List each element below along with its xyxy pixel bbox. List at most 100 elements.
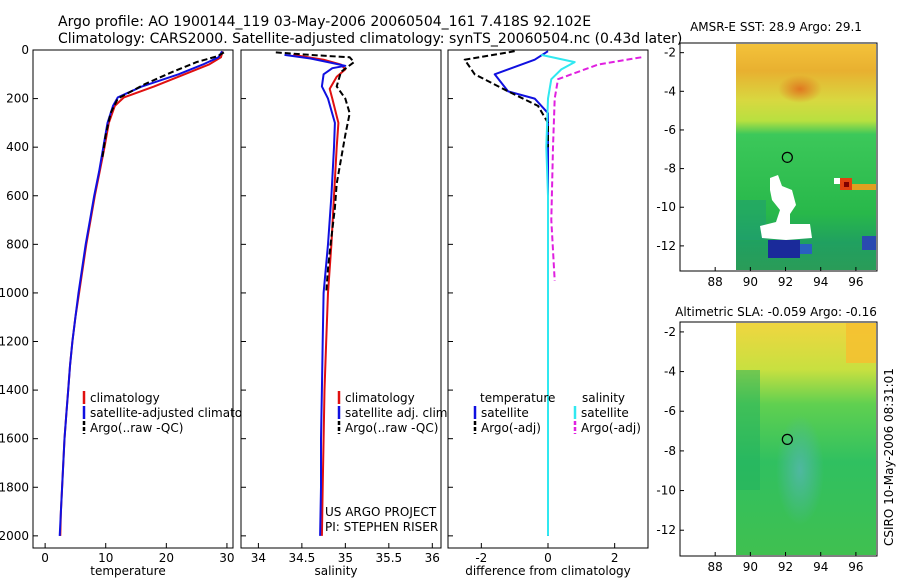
difference-series-temperature-satellite (493, 50, 549, 536)
difference-xlabel: difference from climatology (465, 564, 631, 578)
sla_map-profile-marker (781, 433, 793, 445)
legend-temp-argo-label: Argo(-adj) (481, 421, 541, 435)
legend-temperature-header: temperature (480, 391, 555, 405)
salinity-xlabel: salinity (314, 564, 357, 578)
sst_map-xtick-label: 92 (778, 275, 793, 289)
sst-cool-patch (736, 200, 766, 240)
sla_map-xtick-label: 92 (778, 560, 793, 574)
salinity-xtick-label: 35.5 (375, 551, 402, 565)
legend-argo-label: Argo(..raw -QC) (90, 421, 183, 435)
temperature-series-satellite-adjusted-climatology (58, 50, 223, 536)
depth-tick-label: 0 (21, 43, 29, 57)
temperature-series-argo-raw-qc (101, 51, 225, 160)
header-line1: Argo profile: AO 1900144_119 03-May-2006… (58, 14, 591, 30)
depth-tick-label: 1400 (0, 383, 29, 397)
sla_map-xtick-label: 96 (848, 560, 863, 574)
sla-map-title: Altimetric SLA: -0.059 Argo: -0.16 (675, 305, 877, 319)
temperature-frame (32, 49, 234, 549)
depth-tick-label: 400 (6, 140, 29, 154)
temperature-legend: climatology satellite-adjusted climatolo… (82, 391, 268, 435)
temperature-xtick-label: 20 (159, 551, 174, 565)
sst_map-xtick-label: 90 (743, 275, 758, 289)
sst_map-xtick-label: 88 (708, 275, 723, 289)
sst-field (736, 44, 876, 270)
sla_map-ytick-label: -8 (664, 444, 676, 458)
depth-tick-label: 600 (6, 189, 29, 203)
salinity-series-satellite-adj-clim (284, 53, 347, 536)
difference-xtick-label: -2 (475, 551, 487, 565)
sst-cold-edge (862, 236, 876, 250)
header-line2: Climatology: CARS2000. Satellite-adjuste… (58, 31, 682, 47)
salinity-series-climatology (293, 53, 347, 536)
sst-map-title: AMSR-E SST: 28.9 Argo: 29.1 (690, 20, 862, 34)
legend-climatology-label: climatology (90, 391, 160, 405)
sst-hot-streak (852, 184, 876, 190)
legend-sal-argo-label: Argo(-adj) (581, 421, 641, 435)
depth-tick-label: 1000 (0, 286, 29, 300)
depth-tick-label: 200 (6, 92, 29, 106)
sla-field (736, 323, 876, 555)
temperature-xlabel: temperature (90, 564, 165, 578)
project-name: US ARGO PROJECT (325, 505, 437, 519)
difference-panel: -2 0 2 difference from climatology tempera… (447, 49, 649, 578)
salinity-xtick-label: 34 (251, 551, 266, 565)
sla-high-corner (846, 323, 876, 363)
sst-cold-block (768, 240, 800, 258)
sst-hot-pixel-core (844, 182, 849, 187)
timestamp-stamp: CSIRO 10-May-2006 08:31:01 (882, 368, 896, 546)
salinity-frame (240, 49, 442, 549)
salinity-legend: climatology satellite adj. clim. Argo(..… (337, 391, 451, 435)
difference-legend: temperature salinity satellite Argo(-adj… (473, 391, 641, 435)
depth-tick-label: 800 (6, 237, 29, 251)
depth-tick-label: 1600 (0, 432, 29, 446)
project-pi: PI: STEPHEN RISER (325, 520, 438, 534)
sst-warm-spot (778, 75, 822, 103)
difference-series-salinity-argo-adj (550, 56, 642, 281)
difference-xtick-label: 2 (611, 551, 619, 565)
sla_map-ytick-label: -2 (664, 325, 676, 339)
sla-green-band (736, 370, 760, 490)
sst-map-panel: AMSR-E SST: 28.9 Argo: 29.1 88 90 92 94 96 -2… (656, 20, 878, 289)
difference-series-salinity-satellite (541, 53, 576, 536)
legend-temp-satellite-label: satellite (481, 406, 529, 420)
sst_map-ytick-label: -2 (664, 46, 676, 60)
sst_map-xtick-label: 94 (813, 275, 828, 289)
sst_map-ytick-label: -10 (656, 200, 676, 214)
legend-satellite-label: satellite adj. clim. (345, 406, 451, 420)
sst_map-profile-marker (781, 151, 793, 163)
sst_map-xtick-label: 96 (848, 275, 863, 289)
difference-xtick-label: 0 (544, 551, 552, 565)
sla_map-xtick-label: 94 (813, 560, 828, 574)
legend-salinity-header: salinity (582, 391, 625, 405)
temperature-panel: 0 10 20 30 0 200 400 600 800 1000 1200 1400 1600 1800… (0, 43, 268, 578)
salinity-panel: 34 34.5 35 35.5 36 salinity climatology sate… (240, 49, 451, 578)
sla_map-xtick-label: 88 (708, 560, 723, 574)
sla_map-ytick-label: -10 (656, 484, 676, 498)
depth-tick-label: 1800 (0, 480, 29, 494)
legend-climatology-label: climatology (345, 391, 415, 405)
temperature-xtick-label: 0 (41, 551, 49, 565)
legend-sal-satellite-label: satellite (581, 406, 629, 420)
sst-missing-data (760, 175, 812, 240)
temperature-xtick-label: 10 (98, 551, 113, 565)
salinity-xtick-label: 36 (425, 551, 440, 565)
salinity-xtick-label: 35 (338, 551, 353, 565)
temperature-xtick-label: 30 (219, 551, 234, 565)
sst-gap-pixel (834, 178, 840, 184)
sla-map-panel: Altimetric SLA: -0.059 Argo: -0.16 88 90 9… (656, 305, 878, 574)
sla_map-ytick-label: -12 (656, 523, 676, 537)
salinity-xtick-label: 34.5 (289, 551, 316, 565)
legend-satellite-label: satellite-adjusted climatology (90, 406, 268, 420)
sla-low-tongue (776, 415, 824, 525)
sla_map-ytick-label: -4 (664, 365, 676, 379)
sst_map-ytick-label: -8 (664, 162, 676, 176)
sla_map-xtick-label: 90 (743, 560, 758, 574)
depth-tick-label: 2000 (0, 529, 29, 543)
legend-argo-label: Argo(..raw -QC) (345, 421, 438, 435)
depth-tick-label: 1200 (0, 335, 29, 349)
sst_map-ytick-label: -4 (664, 84, 676, 98)
sst_map-ytick-label: -6 (664, 123, 676, 137)
sla_map-ytick-label: -6 (664, 404, 676, 418)
sst_map-ytick-label: -12 (656, 239, 676, 253)
